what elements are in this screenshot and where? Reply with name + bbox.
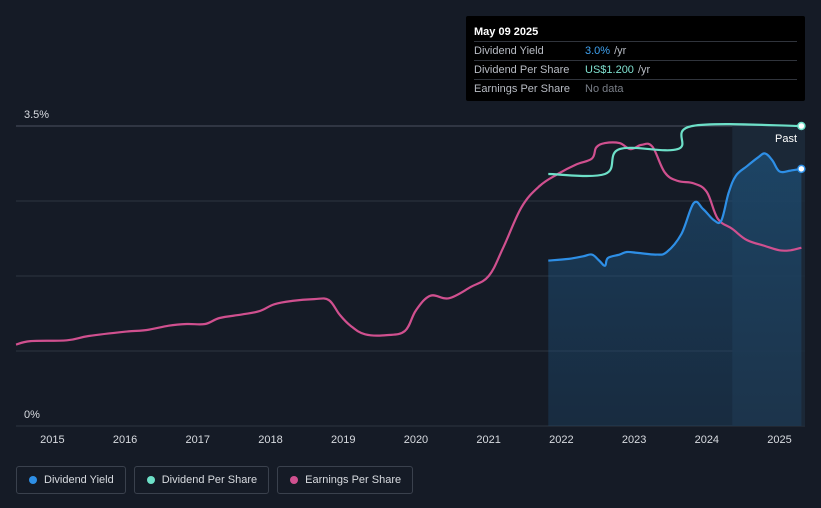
unit-label: /yr	[614, 45, 627, 57]
tooltip-value: No data	[585, 80, 624, 98]
series-lines	[15, 121, 806, 346]
dividend-per-share-endpoint	[797, 121, 806, 131]
x-tick-label: 2016	[113, 434, 137, 446]
past-label: Past	[775, 133, 797, 145]
tooltip-value: US$1.200 /yr	[585, 61, 650, 79]
dot-icon	[290, 476, 299, 484]
legend-label: Earnings Per Share	[305, 474, 402, 486]
x-tick-label: 2019	[331, 434, 355, 446]
tooltip-label: Dividend Yield	[474, 45, 544, 57]
x-tick-label: 2017	[186, 434, 210, 446]
x-tick-label: 2015	[40, 434, 64, 446]
tooltip-label: Earnings Per Share	[474, 83, 570, 95]
x-tick-label: 2023	[622, 434, 646, 446]
x-tick-label: 2021	[476, 434, 500, 446]
earnings-per-share-line	[15, 141, 802, 346]
dividend-yield-line	[548, 152, 802, 267]
legend-label: Dividend Per Share	[161, 474, 258, 486]
dividend-per-share-value: US$1.200	[585, 64, 634, 76]
legend: Dividend Yield Dividend Per Share Earnin…	[16, 466, 414, 494]
x-tick-label: 2018	[258, 434, 282, 446]
unit-label: /yr	[637, 64, 651, 76]
dot-icon	[146, 476, 155, 484]
dividend-yield-endpoint	[797, 164, 806, 174]
legend-item-dividend-yield[interactable]: Dividend Yield	[16, 466, 126, 494]
dot-icon	[29, 476, 37, 484]
tooltip-row-earnings-per-share: Earnings Per Share No data	[474, 79, 797, 98]
legend-item-dividend-per-share[interactable]: Dividend Per Share	[133, 466, 270, 494]
y-tick-label: 0%	[24, 409, 40, 421]
tooltip-panel: May 09 2025 Dividend Yield 3.0% /yr Divi…	[466, 16, 805, 101]
tooltip-date: May 09 2025	[474, 26, 539, 38]
tooltip-label: Dividend Per Share	[474, 64, 570, 76]
tooltip-row-dividend-yield: Dividend Yield 3.0% /yr	[474, 41, 797, 60]
x-tick-label: 2022	[549, 434, 573, 446]
y-tick-label: 3.5%	[24, 109, 49, 121]
y-axis-ticks: 3.5% 0%	[24, 109, 49, 421]
earnings-per-share-value: No data	[585, 83, 624, 95]
legend-label: Dividend Yield	[44, 474, 114, 486]
tooltip-row-dividend-per-share: Dividend Per Share US$1.200 /yr	[474, 60, 797, 79]
dividend-yield-value: 3.0%	[585, 45, 611, 57]
x-tick-label: 2020	[404, 434, 428, 446]
dividend-yield-fill	[548, 153, 802, 426]
x-axis-ticks: 2015 2016 2017 2018 2019 2020 2021 2022 2023 2024…	[40, 434, 792, 446]
x-tick-label: 2025	[767, 434, 791, 446]
legend-item-earnings-per-share[interactable]: Earnings Per Share	[277, 466, 414, 494]
dividend-per-share-line	[548, 123, 802, 178]
x-tick-label: 2024	[695, 434, 719, 446]
dividend-yield-area	[548, 153, 802, 426]
tooltip-value: 3.0% /yr	[585, 42, 626, 60]
